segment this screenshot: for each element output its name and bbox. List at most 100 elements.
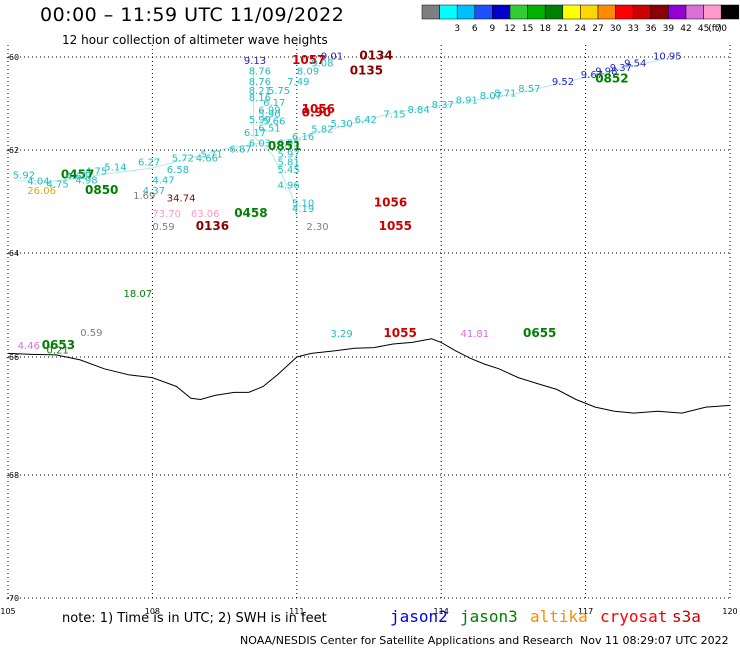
- wave-height-value: 9.67: [581, 70, 603, 81]
- wave-height-value: 7.49: [287, 77, 309, 88]
- footer-credit: NOAA/NESDIS Center for Satellite Applica…: [240, 634, 574, 647]
- pass-time-label: 0850: [85, 183, 118, 197]
- legend-swatch: [421, 4, 440, 20]
- wave-height-value: 5.92: [13, 170, 35, 181]
- wave-height-value: 4.66: [196, 153, 218, 164]
- wave-height-value: 9.54: [624, 58, 646, 69]
- pass-time-label: 0457: [61, 167, 94, 181]
- satellite-track: [253, 66, 298, 218]
- wave-height-value: 9.98: [595, 67, 617, 78]
- wave-height-value: 4.96: [278, 181, 300, 192]
- wave-height-value: 6.17: [244, 128, 266, 139]
- wave-height-value: 41.81: [461, 329, 490, 340]
- longitude-label: 114: [434, 607, 449, 616]
- satellite-label-altika: altika: [530, 607, 588, 626]
- wave-height-value: 8.71: [494, 89, 516, 100]
- legend-tick-label: 6: [472, 24, 478, 34]
- pass-time-label: 0852: [595, 72, 628, 86]
- pass-time-label: 0851: [268, 139, 301, 153]
- legend-swatch: [597, 4, 616, 20]
- wave-height-value: 1.69: [133, 191, 155, 202]
- legend-swatch: [544, 4, 564, 20]
- longitude-label: 105: [0, 607, 15, 616]
- latitude-label: -64: [6, 249, 19, 258]
- satellite-label-jason2: jason2: [390, 607, 448, 626]
- legend-tick-label: 9: [490, 24, 496, 34]
- legend-tick-label: 18: [539, 24, 551, 34]
- legend-swatch: [650, 4, 669, 20]
- legend-swatch: [562, 4, 581, 20]
- graticule: [7, 45, 731, 600]
- pass-time-label: 1055: [379, 219, 412, 233]
- wave-height-value: 6.42: [355, 115, 377, 126]
- wave-height-value: 8.84: [408, 105, 430, 116]
- wave-height-value: 5.45: [278, 165, 300, 176]
- wave-height-value: 4.75: [85, 167, 107, 178]
- pass-time-label: 0655: [523, 326, 556, 340]
- wave-height-value: 6.58: [167, 165, 189, 176]
- color-legend: 3 6 9 12 15 18 21 24 27 30 33 36 39 42 45 70(ft): [421, 4, 740, 34]
- legend-swatch: [492, 4, 511, 20]
- wave-height-value: 63.06: [191, 209, 220, 220]
- wave-height-value: 5.30: [331, 119, 353, 130]
- legend-tick-label: 39: [663, 24, 675, 34]
- legend-tick-label: 36: [645, 24, 657, 34]
- legend-tick-label: 15: [522, 24, 533, 34]
- wave-height-value: 6.87: [229, 145, 251, 156]
- wave-height-value: 8.16: [249, 93, 271, 104]
- legend-tick-label: 3: [454, 24, 460, 34]
- pass-time-label: 0135: [350, 64, 383, 78]
- wave-height-value: 5.72: [172, 153, 194, 164]
- legend-swatch: [474, 4, 493, 20]
- wave-height-value: 8.09: [297, 67, 319, 78]
- wave-height-value: 7.15: [383, 109, 405, 120]
- wave-height-value: 6.03: [249, 138, 271, 149]
- wave-height-value: 8.07: [480, 91, 502, 102]
- wave-height-value: 6.95: [278, 138, 300, 149]
- pass-time-label: 1055: [383, 326, 416, 340]
- footer-note: note: 1) Time is in UTC; 2) SWH is in fe…: [62, 611, 327, 626]
- wave-height-value: 34.74: [167, 194, 196, 205]
- latitude-label: -62: [6, 146, 19, 155]
- wave-height-value: 3.29: [331, 329, 353, 340]
- map-subtitle: 12 hour collection of altimeter wave hei…: [62, 33, 328, 47]
- wave-height-value: 4.04: [27, 177, 49, 188]
- coastline: [7, 338, 731, 414]
- legend-swatch: [615, 4, 634, 20]
- legend-tick-label: 21: [557, 24, 568, 34]
- wave-height-value: 4.75: [47, 180, 69, 191]
- wave-height-value: 6.99: [258, 106, 280, 117]
- wave-height-value: 8.37: [432, 100, 454, 111]
- wave-height-value: 5.82: [311, 124, 333, 135]
- longitude-label: 120: [722, 607, 737, 616]
- wave-height-value: 4.37: [143, 186, 165, 197]
- wave-height-value: 5.10: [292, 199, 314, 210]
- latitude-label: -68: [6, 471, 19, 480]
- legend-tick-label: 42: [680, 24, 691, 34]
- legend-swatch: [580, 4, 599, 20]
- wave-height-value: 6.51: [258, 123, 280, 134]
- satellite-track: [17, 58, 663, 182]
- satellite-label-s3a: s3a: [672, 607, 701, 626]
- legend-swatch: [685, 4, 704, 20]
- latitude-label: -60: [6, 53, 19, 62]
- wave-height-value: 6.27: [138, 157, 160, 168]
- pass-time-label: 0134: [359, 48, 392, 62]
- pass-time-label: 0653: [42, 338, 75, 352]
- wave-height-value: 9.08: [311, 58, 333, 69]
- wave-height-value: 9.13: [244, 56, 266, 67]
- legend-tick-label: 33: [627, 24, 638, 34]
- wave-height-value: 5.14: [104, 163, 126, 174]
- latitude-label: -70: [6, 594, 19, 603]
- wave-height-value: 5.66: [263, 116, 285, 127]
- legend-tick-label: 24: [575, 24, 587, 34]
- wave-height-value: 5.97: [278, 150, 300, 161]
- wave-height-value: 26.06: [27, 186, 56, 197]
- pass-time-label: 0136: [196, 219, 229, 233]
- wave-height-value: 4.98: [75, 176, 97, 187]
- wave-height-value: 5.71: [201, 150, 223, 161]
- satellite-tracks: [17, 58, 663, 218]
- wave-height-value: 0.59: [152, 222, 174, 233]
